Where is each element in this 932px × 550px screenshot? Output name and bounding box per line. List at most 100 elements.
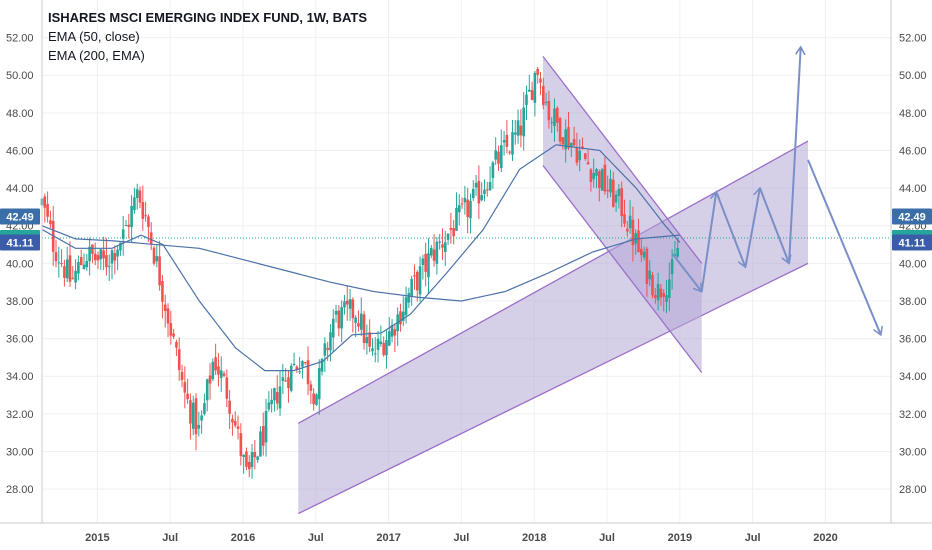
candle-body	[651, 274, 654, 296]
candle-body	[522, 107, 525, 137]
candle-body	[345, 300, 349, 305]
candle-body	[46, 203, 49, 217]
candle-body	[362, 314, 366, 343]
candle-body	[287, 377, 290, 389]
x-tick-label: 2017	[376, 532, 400, 544]
candle-body	[376, 338, 380, 350]
candle-body	[642, 251, 646, 258]
symbol-title[interactable]: ISHARES MSCI EMERGING INDEX FUND, 1W, BA…	[48, 10, 368, 25]
candle-body	[595, 169, 598, 176]
candle-body	[449, 228, 453, 230]
candle-body	[239, 433, 243, 457]
projection-arrow	[744, 188, 760, 268]
y-tick-label-right: 48.00	[899, 108, 927, 120]
candle-body	[483, 189, 486, 195]
candle-body	[197, 424, 201, 429]
candle-body	[169, 323, 173, 336]
candle-body	[116, 249, 119, 257]
candle-body	[219, 370, 223, 379]
candle-body	[547, 100, 551, 121]
candle-body	[617, 189, 621, 196]
candle-body	[183, 382, 187, 393]
candle-body	[499, 145, 503, 169]
candle-body	[469, 200, 472, 219]
y-tick-label-left: 52.00	[6, 33, 34, 45]
candle-body	[82, 264, 86, 270]
price-badge-right-text: 41.11	[899, 237, 926, 249]
y-tick-label-left: 50.00	[6, 70, 34, 82]
price-badge-left	[0, 208, 40, 225]
candle-body	[233, 420, 237, 426]
candle-body	[399, 311, 402, 325]
candle-body	[317, 368, 321, 400]
projection-arrow	[715, 191, 745, 267]
candle-body	[676, 248, 680, 257]
candle-body	[485, 189, 489, 191]
candle-body	[575, 147, 579, 163]
candle-body	[320, 358, 324, 372]
candle-body	[119, 242, 122, 251]
candle-body	[149, 232, 153, 244]
y-tick-label-right: 44.00	[899, 183, 927, 195]
y-tick-label-left: 30.00	[6, 447, 34, 459]
candle-body	[488, 181, 492, 191]
candle-body	[586, 162, 590, 165]
candle-body	[600, 169, 604, 191]
candle-body	[418, 266, 422, 295]
candle-body	[110, 250, 114, 264]
candle-body	[508, 151, 511, 153]
candle-body	[609, 178, 612, 193]
candle-body	[415, 271, 419, 291]
candle-body	[186, 393, 189, 400]
ema50-label[interactable]: EMA (50, close)	[48, 29, 140, 44]
candle-body	[337, 310, 341, 329]
candle-body	[289, 365, 293, 391]
candle-body	[427, 253, 430, 278]
y-tick-label-left: 38.00	[6, 296, 34, 308]
candle-body	[273, 388, 276, 401]
candle-body	[539, 78, 542, 83]
candle-body	[662, 293, 666, 297]
candle-body	[315, 394, 318, 405]
candle-body	[79, 257, 83, 266]
price-badge-left-text: 41.11	[7, 237, 34, 249]
candle-body	[645, 248, 649, 284]
candle-body	[471, 188, 475, 199]
candle-body	[637, 230, 640, 253]
candle-body	[583, 153, 587, 159]
x-tick-label: Jul	[453, 532, 469, 544]
candle-body	[259, 431, 262, 457]
candle-body	[614, 194, 618, 203]
candle-body	[264, 411, 268, 443]
candle-body	[93, 253, 97, 261]
candle-body	[245, 451, 248, 467]
candle-body	[438, 241, 441, 243]
candle-body	[435, 241, 439, 264]
candle-body	[441, 244, 444, 248]
candle-body	[253, 451, 257, 458]
y-tick-label-left: 28.00	[6, 484, 34, 496]
candle-body	[63, 266, 66, 278]
candle-body	[511, 132, 514, 155]
candle-body	[130, 205, 133, 228]
candle-body	[247, 461, 251, 470]
price-badge-right	[892, 208, 932, 225]
candle-body	[256, 456, 259, 461]
candle-body	[502, 140, 506, 143]
candle-body	[670, 259, 674, 275]
candle-body	[99, 249, 103, 260]
candle-body	[421, 258, 425, 266]
candle-body	[569, 142, 573, 148]
candle-body	[628, 215, 632, 229]
candle-body	[278, 386, 282, 409]
candle-body	[175, 341, 178, 348]
candle-body	[541, 85, 545, 105]
candle-body	[163, 304, 167, 311]
candle-body	[368, 332, 371, 347]
x-tick-label: 2015	[85, 532, 109, 544]
y-tick-label-left: 34.00	[6, 371, 34, 383]
candle-body	[452, 228, 455, 237]
ema200-label[interactable]: EMA (200, EMA)	[48, 48, 145, 63]
projection-arrow	[759, 187, 789, 263]
